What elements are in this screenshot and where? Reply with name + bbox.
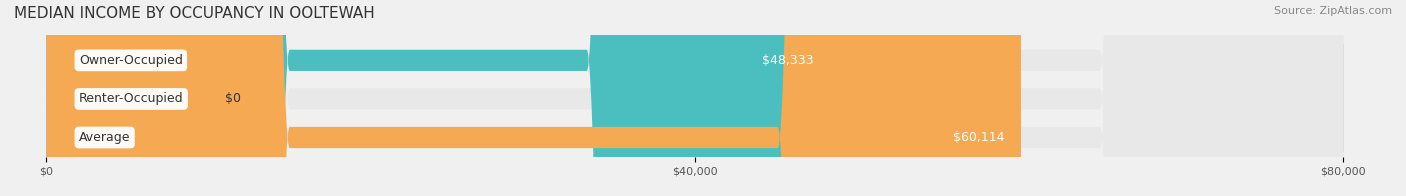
Text: $60,114: $60,114 [953, 131, 1005, 144]
Text: Average: Average [79, 131, 131, 144]
FancyBboxPatch shape [46, 0, 193, 196]
Text: Owner-Occupied: Owner-Occupied [79, 54, 183, 67]
Text: Source: ZipAtlas.com: Source: ZipAtlas.com [1274, 6, 1392, 16]
Text: $0: $0 [225, 93, 240, 105]
Text: Renter-Occupied: Renter-Occupied [79, 93, 184, 105]
FancyBboxPatch shape [46, 0, 830, 196]
FancyBboxPatch shape [46, 0, 1343, 196]
FancyBboxPatch shape [46, 0, 1343, 196]
FancyBboxPatch shape [46, 0, 1021, 196]
Text: MEDIAN INCOME BY OCCUPANCY IN OOLTEWAH: MEDIAN INCOME BY OCCUPANCY IN OOLTEWAH [14, 6, 375, 21]
Text: $48,333: $48,333 [762, 54, 814, 67]
FancyBboxPatch shape [46, 0, 1343, 196]
